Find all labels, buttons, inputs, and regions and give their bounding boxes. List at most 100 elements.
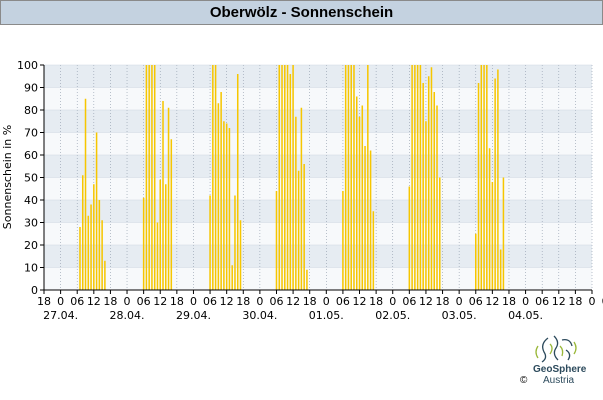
plot-band: [44, 110, 592, 133]
bar: [425, 121, 427, 290]
x-tick-label: 12: [220, 295, 234, 308]
bar: [419, 65, 422, 290]
x-tick-label: 12: [87, 295, 101, 308]
date-label: 29.04.: [176, 309, 211, 322]
bar: [295, 116, 297, 290]
bar: [416, 65, 419, 290]
plot-band: [44, 267, 592, 290]
x-tick-label: 06: [336, 295, 350, 308]
bar: [303, 164, 305, 290]
bar: [497, 69, 499, 290]
y-tick-label: 80: [24, 104, 38, 117]
bar: [499, 249, 502, 290]
bar: [367, 65, 369, 290]
bar: [488, 148, 491, 290]
y-tick-label: 10: [24, 262, 38, 275]
bar: [342, 191, 344, 290]
plot-background-bands: [44, 65, 592, 290]
plot-band: [44, 65, 592, 88]
bar: [228, 128, 231, 290]
geosphere-logo-icon: [535, 335, 577, 363]
bar: [217, 103, 220, 290]
logo-subtitle: Austria: [543, 375, 575, 386]
bar: [355, 96, 358, 290]
bar: [289, 74, 292, 290]
y-tick-label: 30: [24, 217, 38, 230]
x-tick-label: 06: [535, 295, 549, 308]
bar: [361, 105, 364, 290]
bar: [98, 200, 101, 290]
bar: [90, 204, 92, 290]
y-tick-label: 0: [31, 284, 38, 297]
bar: [93, 184, 95, 290]
bar: [494, 78, 496, 290]
x-tick-label: 06: [269, 295, 283, 308]
x-tick-label: 12: [419, 295, 433, 308]
x-tick-label: 12: [286, 295, 300, 308]
bar: [411, 65, 413, 290]
x-tick-label: 06: [602, 295, 603, 308]
bar: [159, 179, 162, 290]
date-label: 01.05.: [309, 309, 344, 322]
x-tick-label: 12: [153, 295, 167, 308]
bar: [358, 116, 361, 290]
chart-title-bar: Oberwölz - Sonnenschein: [0, 0, 603, 25]
x-tick-label: 18: [436, 295, 450, 308]
x-tick-label: 0: [456, 295, 463, 308]
bar: [220, 92, 222, 290]
bar: [142, 197, 145, 290]
bar: [502, 177, 505, 290]
date-labels: 27.04. 28.04. 29.04. 30.04. 01.05. 02.05. 03.0…: [43, 309, 543, 322]
bar: [306, 269, 308, 290]
bar: [145, 65, 148, 290]
x-tick-label: 18: [303, 295, 317, 308]
bar: [284, 65, 286, 290]
x-tick-label: 0: [323, 295, 330, 308]
bar: [95, 132, 98, 290]
bar: [480, 65, 483, 290]
plot-band: [44, 87, 592, 110]
date-label: 04.05.: [508, 309, 543, 322]
bar: [474, 233, 477, 290]
bar: [156, 222, 159, 290]
date-label: 03.05.: [442, 309, 477, 322]
x-tick-label: 06: [70, 295, 84, 308]
bar: [214, 65, 217, 290]
x-tick-label: 18: [37, 295, 51, 308]
x-tick-label: 18: [568, 295, 582, 308]
bar: [234, 195, 236, 290]
bar: [275, 191, 278, 290]
bar: [483, 65, 485, 290]
x-tick-label: 0: [124, 295, 131, 308]
y-tick-label: 40: [24, 194, 38, 207]
x-tick-label: 12: [552, 295, 566, 308]
x-tick-label: 18: [369, 295, 383, 308]
date-label: 30.04.: [242, 309, 277, 322]
x-tick-label: 06: [203, 295, 217, 308]
bar: [427, 76, 430, 290]
bar: [439, 177, 441, 290]
y-tick-label: 60: [24, 149, 38, 162]
bar: [236, 74, 239, 290]
x-tick-label: 0: [57, 295, 64, 308]
bar: [148, 65, 150, 290]
bar: [486, 65, 488, 290]
bar: [209, 195, 211, 290]
bar: [151, 65, 153, 290]
y-axis-label: Sonnenschein in %: [1, 125, 14, 229]
plot-band: [44, 177, 592, 200]
y-tick-label: 70: [24, 127, 38, 140]
bar: [414, 65, 416, 290]
y-tick-label: 50: [24, 172, 38, 185]
bar: [81, 175, 84, 290]
bar: [372, 211, 375, 290]
bar: [167, 107, 170, 290]
bar: [477, 83, 480, 290]
x-tick-label: 18: [103, 295, 117, 308]
x-tick-label: 06: [469, 295, 483, 308]
bar: [422, 83, 424, 290]
bar: [87, 215, 90, 290]
y-tick-label: 100: [17, 59, 38, 72]
x-tick-label: 0: [256, 295, 263, 308]
